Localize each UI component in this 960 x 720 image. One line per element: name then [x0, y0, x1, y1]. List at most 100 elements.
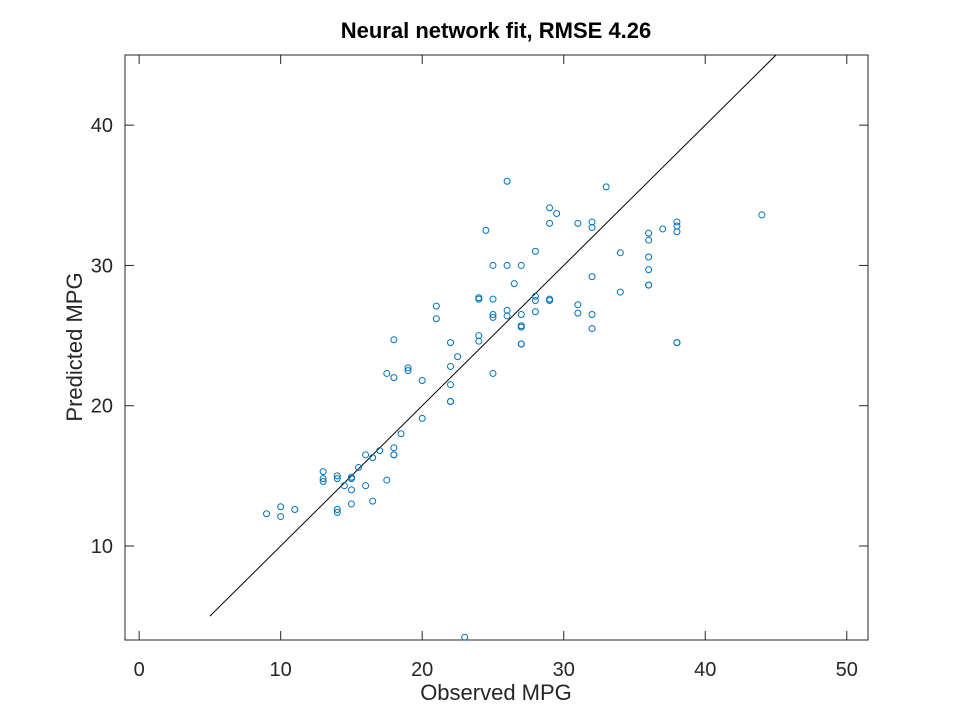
data-point — [390, 336, 398, 344]
data-point — [510, 280, 518, 288]
data-point — [432, 315, 440, 323]
y-tick-label: 40 — [91, 115, 113, 137]
data-point — [645, 253, 653, 261]
data-point — [546, 204, 554, 212]
data-point — [517, 323, 525, 331]
data-point — [546, 297, 554, 305]
data-point — [588, 224, 596, 232]
x-tick-label: 40 — [694, 659, 716, 681]
data-point — [319, 477, 327, 485]
data-point — [616, 288, 624, 296]
reference-line-group — [209, 55, 777, 617]
data-point — [390, 451, 398, 459]
x-tick-label: 30 — [553, 659, 575, 681]
data-point — [553, 210, 561, 218]
data-point — [355, 463, 363, 471]
data-point — [503, 312, 511, 320]
data-point — [447, 381, 455, 389]
x-axis-label: Observed MPG — [420, 680, 572, 705]
data-point — [531, 308, 539, 316]
data-point — [489, 369, 497, 377]
data-point — [263, 510, 271, 518]
data-point — [432, 302, 440, 310]
data-point — [475, 295, 483, 303]
data-point — [362, 482, 370, 490]
data-point — [673, 228, 681, 236]
data-point — [333, 508, 341, 516]
data-point — [383, 476, 391, 484]
y-tick-label: 10 — [91, 536, 113, 558]
data-point — [347, 500, 355, 508]
data-point — [645, 229, 653, 237]
x-tick-label: 50 — [836, 659, 858, 681]
data-point — [390, 444, 398, 452]
data-point — [758, 211, 766, 219]
y-tick-label: 20 — [91, 396, 113, 418]
x-tick-label: 0 — [134, 659, 145, 681]
data-point — [517, 261, 525, 269]
data-point — [319, 468, 327, 476]
data-point — [645, 281, 653, 289]
plot-frame — [124, 54, 869, 641]
data-point — [531, 297, 539, 305]
data-point — [447, 398, 455, 406]
data-point — [482, 226, 490, 234]
data-point — [489, 261, 497, 269]
data-point — [574, 219, 582, 227]
data-point — [347, 486, 355, 494]
axis-ticks: 0 10 20 30 40 50 10 20 30 40 — [91, 55, 868, 681]
data-point — [291, 506, 299, 514]
data-point — [369, 497, 377, 505]
data-point — [588, 311, 596, 319]
data-point — [673, 339, 681, 347]
data-point — [418, 376, 426, 384]
data-point — [333, 472, 341, 480]
data-point — [404, 367, 412, 375]
x-tick-label: 10 — [270, 659, 292, 681]
data-point — [333, 506, 341, 514]
reference-line — [209, 55, 777, 617]
data-point — [454, 353, 462, 361]
data-point — [503, 177, 511, 185]
data-point — [588, 273, 596, 281]
data-point — [277, 503, 285, 511]
data-point — [574, 309, 582, 317]
data-point — [503, 261, 511, 269]
data-point — [659, 225, 667, 233]
data-point — [489, 295, 497, 303]
data-point — [546, 219, 554, 227]
data-point — [319, 475, 327, 483]
data-point — [277, 513, 285, 521]
data-point — [369, 454, 377, 462]
data-point — [673, 222, 681, 230]
data-point — [447, 339, 455, 347]
data-point — [362, 451, 370, 459]
data-point — [517, 340, 525, 348]
data-point — [574, 301, 582, 309]
data-point — [418, 414, 426, 422]
data-point — [531, 292, 539, 300]
data-point — [376, 447, 384, 455]
data-point — [383, 369, 391, 377]
data-point — [503, 306, 511, 314]
data-point — [602, 183, 610, 191]
data-point — [340, 482, 348, 490]
data-point — [588, 218, 596, 226]
data-point — [333, 475, 341, 483]
chart-title: Neural network fit, RMSE 4.26 — [341, 18, 652, 43]
data-point — [489, 311, 497, 319]
data-point — [475, 337, 483, 345]
data-point — [347, 475, 355, 483]
data-point — [489, 313, 497, 321]
y-tick-label: 30 — [91, 255, 113, 277]
data-point — [531, 247, 539, 255]
data-point — [397, 430, 405, 438]
y-axis-label: Predicted MPG — [62, 272, 87, 421]
data-point — [475, 332, 483, 340]
data-point — [645, 236, 653, 244]
data-points — [263, 177, 766, 641]
data-point — [645, 266, 653, 274]
data-point — [404, 364, 412, 372]
